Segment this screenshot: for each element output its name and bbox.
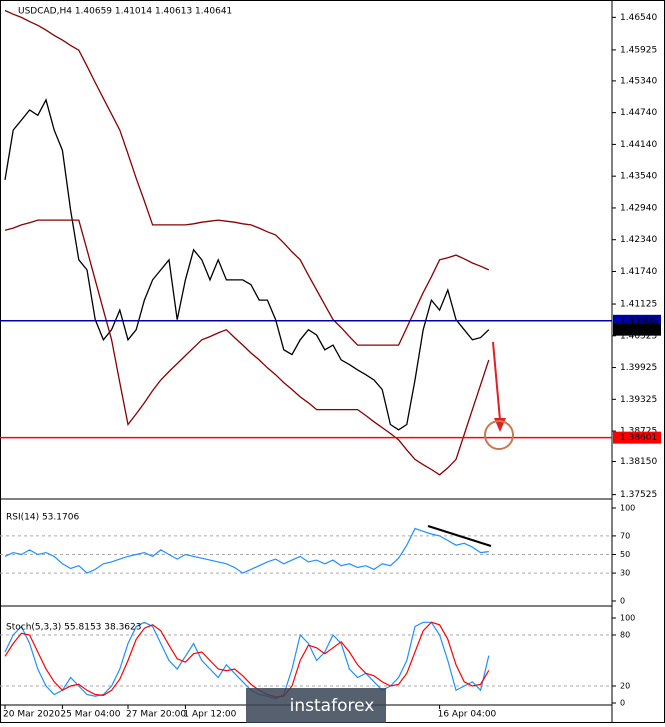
y-tick-label: 1.39925 — [620, 363, 657, 373]
y-tick-label: 1.43540 — [620, 172, 657, 182]
y-tick-label: 1.37525 — [620, 490, 657, 500]
y-tick-label: 100 — [620, 504, 635, 513]
y-tick-label: 1.42340 — [620, 235, 657, 245]
y-tick-label: 1.44740 — [620, 108, 657, 118]
y-tick-label: 100 — [620, 614, 635, 623]
series-line — [4, 621, 490, 698]
watermark-text: instaforex — [290, 696, 375, 716]
y-tick-label: 30 — [620, 569, 630, 578]
series-line — [4, 9, 490, 346]
series-line — [4, 98, 490, 431]
x-tick-label: 16 Apr 04:00 — [438, 710, 497, 720]
series-line — [4, 621, 490, 700]
y-tick-label: 70 — [620, 531, 630, 540]
x-tick-label: 1 Apr 12:00 — [183, 710, 236, 720]
y-tick-label: 1.42940 — [620, 203, 657, 213]
price-label: 1.40641 — [620, 325, 657, 335]
watermark-box — [246, 688, 386, 723]
panel-title: Stoch(5,3,3) 55.8153 38.3623 — [6, 623, 141, 633]
x-tick-label: 25 Mar 04:00 — [60, 710, 120, 720]
price-label-box — [613, 323, 661, 336]
forecast-arrow — [492, 341, 501, 421]
target-circle — [484, 420, 514, 450]
y-tick-label: 1.38150 — [620, 457, 657, 467]
y-tick-label: 20 — [620, 682, 630, 691]
y-tick-label: 1.45340 — [620, 76, 657, 86]
y-tick-label: 0 — [620, 699, 625, 708]
y-tick-label: 1.38725 — [620, 427, 657, 437]
y-tick-label: 1.40525 — [620, 331, 657, 341]
panel-title: RSI(14) 53.1706 — [6, 513, 79, 523]
y-tick-label: 1.39325 — [620, 395, 657, 405]
y-tick-label: 50 — [620, 550, 630, 559]
y-tick-label: 0 — [620, 597, 625, 606]
series-line — [4, 219, 490, 476]
panel-title: USDCAD,H4 1.40659 1.41014 1.40613 1.4064… — [18, 7, 232, 17]
price-label: 1.40808 — [620, 316, 657, 326]
y-tick-label: 1.41740 — [620, 267, 657, 277]
divergence-line — [427, 525, 492, 547]
y-tick-label: 1.46540 — [620, 13, 657, 23]
price-label-box — [613, 431, 661, 444]
y-tick-label: 1.44140 — [620, 140, 657, 150]
y-tick-label: 80 — [620, 631, 630, 640]
x-tick-label: 20 Mar 2020 — [3, 710, 60, 720]
watermark: instaforex — [246, 688, 386, 723]
y-tick-label: 1.45925 — [620, 45, 657, 55]
x-tick-label: 27 Mar 20:00 — [126, 710, 186, 720]
series-line — [4, 527, 489, 574]
price-label: 1.38601 — [620, 433, 657, 443]
marks: 1.46540 1.45925 1.45340 1.44740 1.44140 1.435… — [0, 7, 661, 720]
y-tick-label: 1.41125 — [620, 300, 657, 310]
